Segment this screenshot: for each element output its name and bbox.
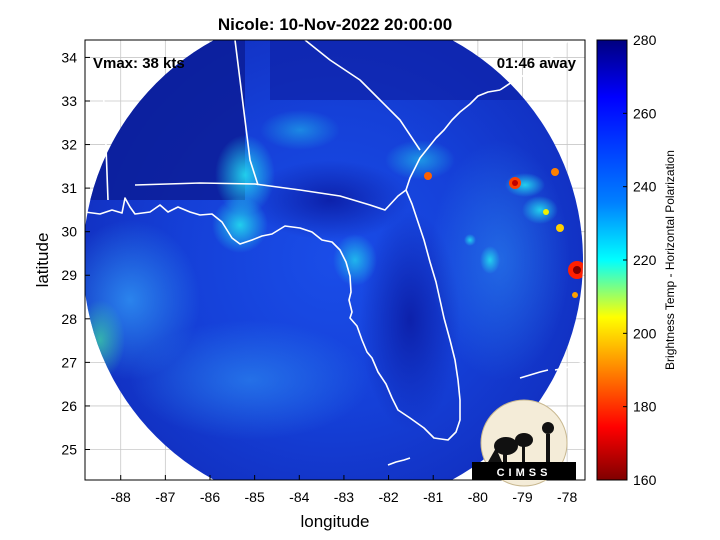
logo-banner bbox=[472, 462, 576, 480]
cyan-band-4 bbox=[260, 110, 340, 150]
logo-tower bbox=[546, 434, 550, 462]
georgia-dark bbox=[250, 160, 410, 240]
x-tick-label: -78 bbox=[557, 489, 577, 505]
convective-cell-3 bbox=[551, 168, 559, 176]
x-tick-label: -84 bbox=[289, 489, 309, 505]
x-axis-label: longitude bbox=[300, 512, 369, 531]
colorbar-tick-label: 280 bbox=[633, 32, 657, 48]
cyan-cell-atlantic-1 bbox=[522, 196, 558, 224]
y-tick-label: 26 bbox=[61, 398, 77, 414]
x-tick-label: -87 bbox=[155, 489, 175, 505]
time-away-label: 01:46 away bbox=[497, 55, 577, 72]
carolina-coastline bbox=[499, 40, 569, 91]
cyan-cell-atlantic-4 bbox=[464, 234, 476, 246]
y-axis-ticks: 25 26 27 28 29 30 31 32 33 34 bbox=[61, 49, 90, 458]
y-tick-label: 29 bbox=[61, 267, 77, 283]
axes-frame bbox=[84, 39, 586, 481]
y-tick-label: 28 bbox=[61, 311, 77, 327]
colorbar-tick-label: 220 bbox=[633, 252, 657, 268]
colorbar-gradient bbox=[596, 39, 628, 481]
y-tick-label: 33 bbox=[61, 93, 77, 109]
logo-dish-1 bbox=[494, 437, 518, 455]
convective-cell-2 bbox=[424, 172, 432, 180]
convective-cell-5 bbox=[556, 224, 564, 232]
colorbar-tick-label: 240 bbox=[633, 179, 657, 195]
x-tick-label: -79 bbox=[512, 489, 532, 505]
satellite-swath bbox=[85, 40, 583, 480]
convective-cell-6 bbox=[543, 209, 549, 215]
logo-dish-2 bbox=[515, 433, 533, 447]
colorbar-label: Brightness Temp - Horizontal Polarizatio… bbox=[663, 150, 677, 370]
colorbar-tick-label: 260 bbox=[633, 105, 657, 121]
cyan-cell-atlantic-3 bbox=[480, 246, 500, 274]
logo-building bbox=[488, 448, 502, 462]
x-axis-ticks: -88 -87 -86 -85 -84 -83 -82 -81 -80 -79 -78 bbox=[111, 475, 577, 505]
logo-dish-stand-2 bbox=[522, 445, 525, 462]
y-axis-label: latitude bbox=[33, 233, 52, 288]
cyan-band-3 bbox=[385, 140, 455, 180]
state-border-al-fl-ga bbox=[134, 182, 407, 211]
bahamas-fragment-2 bbox=[554, 361, 584, 371]
colorbar-tick-label: 200 bbox=[633, 325, 657, 341]
florida-keys bbox=[387, 457, 411, 466]
x-tick-label: -80 bbox=[468, 489, 488, 505]
colorbar-tick-label: 180 bbox=[633, 399, 657, 415]
colorbar-ticks: 160 180 200 220 240 260 280 bbox=[623, 32, 657, 488]
state-border-al-ga bbox=[234, 40, 259, 186]
colorbar: 160 180 200 220 240 260 280 Brightness Temp - … bbox=[596, 32, 677, 488]
x-tick-label: -86 bbox=[200, 489, 220, 505]
state-border-ga-sc bbox=[304, 40, 421, 151]
y-tick-label: 27 bbox=[61, 354, 77, 370]
x-tick-label: -81 bbox=[423, 489, 443, 505]
chart-title: Nicole: 10-Nov-2022 20:00:00 bbox=[218, 15, 452, 34]
y-tick-label: 31 bbox=[61, 180, 77, 196]
bahamas-fragment-1 bbox=[519, 369, 549, 379]
x-tick-label: -88 bbox=[111, 489, 131, 505]
state-border-ms-al bbox=[99, 40, 109, 201]
convective-cell-7 bbox=[572, 292, 578, 298]
gulf-south-lighter bbox=[130, 320, 370, 440]
logo-dish-stand-1 bbox=[503, 452, 507, 462]
atlantic-coastline bbox=[405, 89, 501, 191]
coastlines bbox=[85, 40, 584, 466]
y-tick-label: 34 bbox=[61, 49, 77, 65]
vmax-label: Vmax: 38 kts bbox=[93, 55, 185, 72]
x-tick-label: -82 bbox=[378, 489, 398, 505]
cimss-logo: CIMSS bbox=[472, 399, 576, 487]
cyan-band-1 bbox=[215, 135, 275, 215]
x-tick-label: -83 bbox=[334, 489, 354, 505]
y-tick-label: 32 bbox=[61, 137, 77, 153]
y-tick-label: 30 bbox=[61, 224, 77, 240]
convective-cell-1-core bbox=[512, 180, 518, 186]
storm-eye-ring bbox=[333, 234, 377, 286]
logo-text: CIMSS bbox=[497, 467, 552, 479]
x-tick-label: -85 bbox=[245, 489, 265, 505]
convective-cell-4-core bbox=[573, 266, 581, 274]
gulf-coastline bbox=[85, 189, 461, 441]
y-tick-label: 25 bbox=[61, 442, 77, 458]
colorbar-tick-label: 160 bbox=[633, 472, 657, 488]
logo-tower-top bbox=[542, 422, 554, 434]
